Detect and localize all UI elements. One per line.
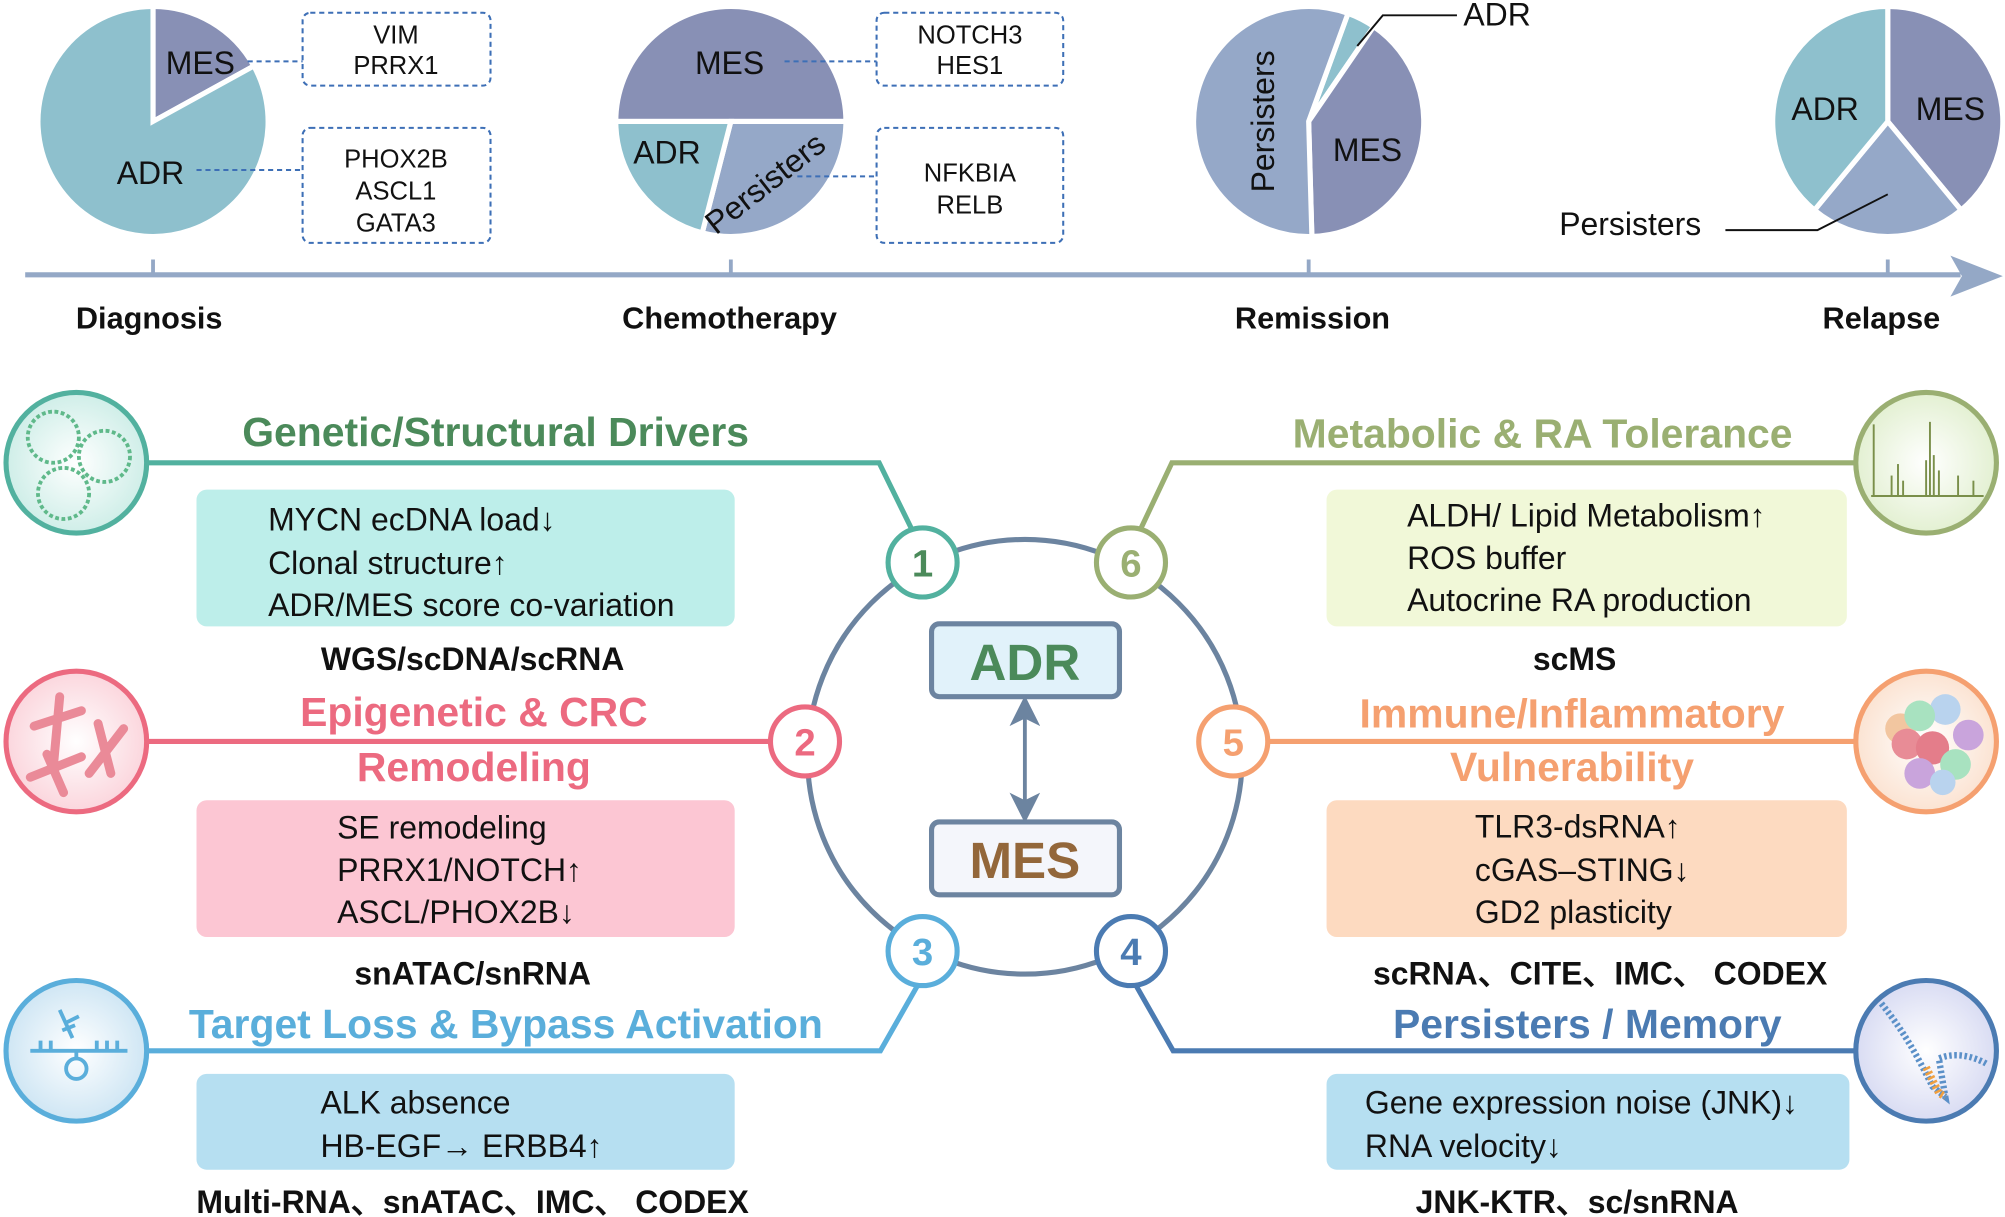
pie-label-chemo-mes: MES [695, 45, 764, 81]
pie-slice-mes [1885, 3, 2005, 214]
badge-4: 4 [1093, 914, 1169, 989]
module-2-title-line2: Remodeling [357, 744, 591, 790]
module-2-item: SE remodeling [337, 810, 546, 846]
module-6-box [1326, 489, 1847, 627]
pie-label-remission-adr: ADR [1463, 0, 1530, 33]
module-2-item: PRRX1/NOTCH↑ [337, 852, 582, 888]
pie-slice-adr [35, 3, 271, 240]
pie-slice-persisters [1810, 117, 1965, 240]
module-4-tech: JNK-KTR、sc/snRNA [1416, 1184, 1739, 1217]
badge-6: 6 [1093, 525, 1169, 600]
pie-label-relapse-persisters: Persisters [1559, 206, 1701, 242]
module-6-tech: scMS [1533, 641, 1616, 677]
marker-notch3: NOTCH3 [917, 21, 1022, 49]
pie-slice-persisters [1191, 3, 1352, 240]
marker-boxes [196, 11, 1065, 244]
stage-relapse: Relapse [1823, 301, 1941, 336]
module-1-box [196, 489, 735, 627]
module-1-title: Genetic/Structural Drivers [242, 409, 749, 455]
module-2-tech: snATAC/snRNA [354, 955, 591, 991]
pie-charts [35, 3, 2005, 240]
marker-vim: VIM [373, 21, 418, 49]
badge-1: 1 [885, 525, 960, 600]
marker-gata3: GATA3 [356, 209, 436, 237]
module-6-item: ALDH/ Lipid Metabolism↑ [1407, 498, 1766, 534]
module-6-item: ROS buffer [1407, 540, 1567, 576]
module-connectors [146, 460, 1856, 1054]
pie-label-remission-mes: MES [1333, 132, 1402, 168]
module-5-item: GD2 plasticity [1475, 894, 1672, 930]
stage-remission: Remission [1235, 301, 1390, 336]
mes-state-label: MES [969, 832, 1080, 889]
module-3-item: ALK absence [320, 1084, 510, 1120]
arrow-head-icon [1950, 255, 2003, 297]
badge-3: 3 [885, 914, 960, 989]
svg-text:1: 1 [912, 543, 933, 586]
module-2-box [196, 800, 735, 938]
module-4-item: Gene expression noise (JNK)↓ [1365, 1084, 1798, 1120]
module-5-box [1326, 800, 1847, 938]
leader-line [1356, 14, 1457, 47]
svg-text:5: 5 [1223, 722, 1244, 765]
marker-nfkbia: NFKBIA [924, 160, 1016, 188]
marker-relb: RELB [937, 191, 1004, 219]
svg-text:6: 6 [1120, 543, 1141, 586]
module-2-item: ASCL/PHOX2B↓ [337, 894, 575, 930]
trajectory-icon [1853, 977, 1999, 1124]
ecdna-icon [3, 389, 150, 536]
module-3-item: HB-EGF→ ERBB4↑ [320, 1128, 602, 1164]
svg-text:3: 3 [912, 931, 933, 974]
immune-cells-icon [1853, 668, 1999, 815]
pie-label-remission-persisters: Persisters [1245, 50, 1281, 192]
pie-slice-adr [613, 118, 735, 236]
module-5-tech: scRNA、CITE、IMC、 CODEX [1373, 955, 1828, 991]
timeline-axis [25, 255, 2003, 297]
svg-text:2: 2 [794, 722, 815, 765]
marker-hes1: HES1 [937, 52, 1004, 80]
module-2-title-line1: Epigenetic & CRC [300, 689, 648, 735]
leader-line [1725, 193, 1889, 232]
module-3-title: Target Loss & Bypass Activation [189, 1001, 823, 1047]
module-6-title: Metabolic & RA Tolerance [1293, 410, 1793, 456]
module-5-title-line2: Vulnerability [1450, 744, 1694, 790]
module-4-title: Persisters / Memory [1393, 1001, 1782, 1047]
module-6-item: Autocrine RA production [1407, 582, 1751, 618]
pie-slice-persisters [699, 118, 849, 240]
stage-chemotherapy: Chemotherapy [622, 301, 837, 336]
pie-slice-mes [150, 3, 258, 126]
module-1-item: Clonal structure↑ [268, 545, 508, 581]
receptor-icon [3, 977, 150, 1124]
module-1-item: MYCN ecDNA load↓ [268, 502, 556, 538]
stage-diagnosis: Diagnosis [76, 301, 223, 336]
pie-label-relapse-mes: MES [1916, 91, 1985, 127]
badge-5: 5 [1196, 704, 1271, 779]
pie-label-diagnosis-mes: MES [166, 45, 235, 81]
svg-text:4: 4 [1120, 931, 1142, 974]
pie-slice-mes [613, 3, 849, 125]
adr-state-label: ADR [969, 634, 1080, 691]
pie-slice-mes [1306, 22, 1427, 240]
module-4-box [1326, 1073, 1850, 1170]
pie-label-relapse-adr: ADR [1791, 91, 1858, 127]
module-5-item: cGAS–STING↓ [1475, 852, 1690, 888]
pie-slice-adr [1770, 3, 1891, 214]
chromosome-icon [3, 668, 150, 815]
module-3-box [196, 1073, 735, 1170]
module-3-tech: Multi-RNA、snATAC、IMC、 CODEX [196, 1184, 749, 1217]
module-4-item: RNA velocity↓ [1365, 1128, 1562, 1164]
marker-prrx1: PRRX1 [353, 52, 438, 80]
mass-spectrum-icon [1853, 389, 1999, 536]
module-5-title-line1: Immune/Inflammatory [1360, 690, 1785, 736]
pie-label-diagnosis-adr: ADR [117, 155, 184, 191]
module-5-item: TLR3-dsRNA↑ [1475, 808, 1681, 844]
marker-ascl1: ASCL1 [355, 177, 436, 205]
module-1-item: ADR/MES score co-variation [268, 587, 674, 623]
badge-2: 2 [767, 704, 843, 779]
pie-label-chemo-adr: ADR [633, 135, 700, 171]
marker-phox2b: PHOX2B [344, 145, 448, 173]
module-1-tech: WGS/scDNA/scRNA [321, 641, 624, 677]
